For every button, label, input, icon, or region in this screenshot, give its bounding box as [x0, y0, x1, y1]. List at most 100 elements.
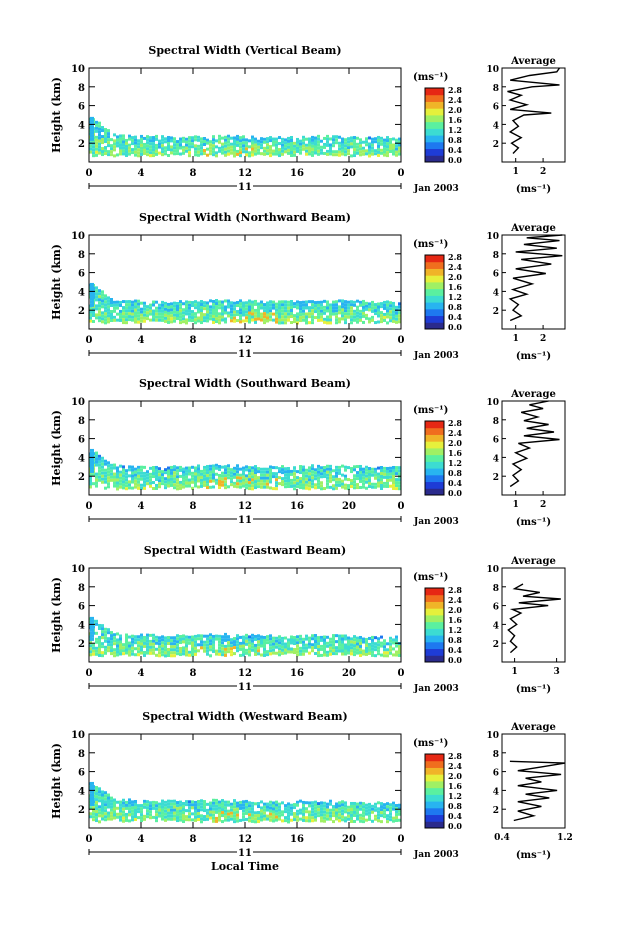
heatmap-cell [392, 468, 395, 472]
heatmap-cell [236, 810, 239, 814]
heatmap-cell [293, 141, 296, 145]
heatmap-cell [248, 478, 251, 482]
heatmap-cell [275, 466, 278, 470]
heatmap-cell [245, 802, 248, 806]
heatmap-cell [161, 482, 164, 486]
heatmap-cell [155, 653, 158, 657]
heatmap-cell [263, 312, 266, 316]
heatmap-cell [224, 474, 227, 478]
heatmap-cell [281, 645, 284, 649]
heatmap-cell [332, 634, 335, 638]
heatmap-cell [179, 641, 182, 645]
heatmap-cell [209, 801, 212, 805]
heatmap-cell [137, 474, 140, 478]
heatmap-cell [215, 810, 218, 814]
heatmap-cell [122, 321, 125, 325]
heatmap-cell [359, 644, 362, 648]
heatmap-cell [125, 484, 128, 488]
colorbar-tick-label: 1.6 [448, 115, 462, 125]
heatmap-cell [182, 311, 185, 315]
heatmap-cell [359, 141, 362, 145]
heatmap-cell [170, 136, 173, 140]
heatmap-cell [125, 642, 128, 646]
heatmap-cell [107, 296, 110, 300]
heatmap-cell [179, 140, 182, 144]
heatmap-cell [137, 810, 140, 814]
heatmap-cell [287, 641, 290, 645]
heatmap-cell [257, 317, 260, 321]
heatmap-cell [290, 481, 293, 485]
heatmap-cell [257, 634, 260, 638]
heatmap-cell [200, 140, 203, 144]
heatmap-cell [128, 303, 131, 307]
y-tick-label: 8 [78, 749, 85, 760]
heatmap-cell [173, 639, 176, 643]
average-x-tick-label: 2 [540, 334, 546, 344]
heatmap-cell [377, 481, 380, 485]
heatmap-cell [341, 643, 344, 647]
heatmap-cell [170, 483, 173, 487]
heatmap-cell [374, 473, 377, 477]
heatmap-cell [98, 151, 101, 155]
heatmap-cell [158, 802, 161, 806]
heatmap-cell [272, 804, 275, 808]
heatmap-cell [140, 140, 143, 144]
day-label: 11 [238, 349, 252, 360]
heatmap-cell [218, 467, 221, 471]
heatmap-cell [212, 470, 215, 474]
heatmap-cell [230, 471, 233, 475]
heatmap-cell [245, 648, 248, 652]
colorbar-unit: (ms⁻¹) [413, 72, 448, 83]
heatmap-cell [269, 815, 272, 819]
heatmap-cell [209, 648, 212, 652]
heatmap-cell [344, 649, 347, 653]
heatmap-cell [341, 800, 344, 804]
heatmap-cell [191, 304, 194, 308]
heatmap-cell [302, 477, 305, 481]
heatmap-cell [116, 303, 119, 307]
heatmap-cell [119, 315, 122, 319]
heatmap-cell [209, 479, 212, 483]
heatmap-cell [386, 151, 389, 155]
heatmap-cell [125, 300, 128, 304]
heatmap-cell [242, 809, 245, 813]
heatmap-cell [374, 312, 377, 316]
heatmap-cell [290, 138, 293, 142]
heatmap-cell [305, 146, 308, 150]
heatmap-cell [134, 138, 137, 142]
heatmap-cell [191, 139, 194, 143]
heatmap-cell [374, 149, 377, 153]
heatmap-cell [338, 305, 341, 309]
heatmap-cell [272, 648, 275, 652]
heatmap-cell [131, 652, 134, 656]
heatmap-cell [353, 136, 356, 140]
heatmap-cell [254, 802, 257, 806]
heatmap-cell [317, 479, 320, 483]
heatmap-cell [161, 300, 164, 304]
heatmap-cell [332, 150, 335, 154]
heatmap-cell [89, 644, 92, 648]
heatmap-cell [116, 141, 119, 145]
heatmap-cell [395, 305, 398, 309]
heatmap-cell [305, 303, 308, 307]
heatmap-cell [377, 652, 380, 656]
heatmap-cell [221, 148, 224, 152]
heatmap-cell [104, 809, 107, 813]
heatmap-cell [119, 318, 122, 322]
heatmap-cell [110, 640, 113, 644]
heatmap-cell [113, 142, 116, 146]
heatmap-cell [92, 473, 95, 477]
heatmap-cell [98, 295, 101, 299]
heatmap-cell [305, 807, 308, 811]
heatmap-cell [287, 808, 290, 812]
heatmap-cell [383, 147, 386, 151]
heatmap-cell [212, 473, 215, 477]
heatmap-cell [113, 133, 116, 137]
heatmap-cell [242, 481, 245, 485]
heatmap-cell [224, 638, 227, 642]
heatmap-cell [122, 474, 125, 478]
colorbar-swatch [425, 468, 444, 476]
heatmap-cell [236, 467, 239, 471]
heatmap-cell [140, 307, 143, 311]
heatmap-cell [137, 305, 140, 309]
